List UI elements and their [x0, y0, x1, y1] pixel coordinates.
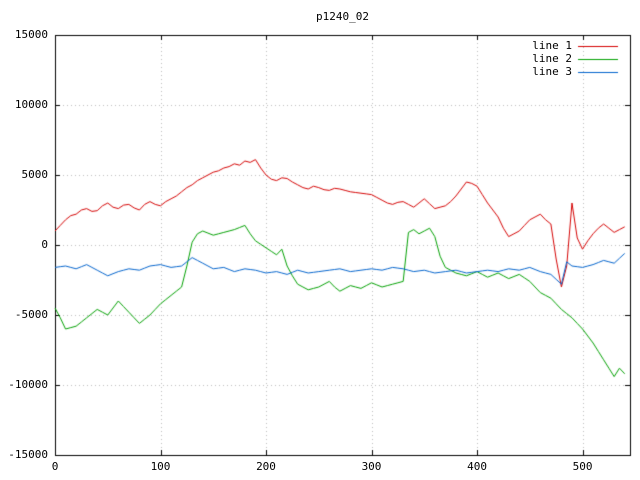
y-tick-label: 5000 — [21, 168, 49, 181]
y-tick-label: 0 — [41, 238, 48, 251]
legend-label: line 2 — [532, 52, 572, 65]
legend-label: line 1 — [532, 39, 572, 52]
x-tick-label: 300 — [361, 460, 382, 473]
x-tick-label: 0 — [51, 460, 59, 473]
chart-title: p1240_02 — [316, 10, 369, 23]
x-tick-label: 400 — [467, 460, 487, 473]
y-tick-label: -10000 — [8, 378, 48, 391]
legend-label: line 3 — [532, 65, 572, 78]
x-tick-label: 200 — [256, 460, 276, 473]
y-tick-label: -5000 — [14, 308, 48, 321]
x-tick-label: 100 — [150, 460, 171, 473]
x-tick-label: 500 — [572, 460, 593, 473]
y-tick-label: 15000 — [14, 28, 48, 41]
y-tick-label: 10000 — [14, 98, 48, 111]
y-tick-label: -15000 — [8, 448, 48, 461]
